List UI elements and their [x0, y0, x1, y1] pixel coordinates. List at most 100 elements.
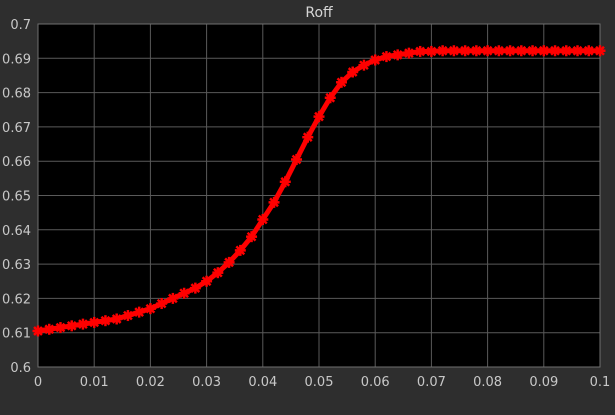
marker-stroke — [55, 322, 66, 333]
data-point — [369, 54, 381, 66]
y-tick-label: 0.7 — [10, 18, 31, 33]
data-point — [234, 244, 246, 256]
data-point — [54, 322, 66, 334]
data-point — [594, 45, 606, 57]
data-point — [347, 66, 359, 78]
data-point — [380, 51, 392, 63]
marker-stroke — [505, 45, 515, 56]
x-tick-label: 0.01 — [80, 375, 109, 390]
marker-stroke — [583, 45, 594, 56]
y-tick-label: 0.63 — [2, 258, 31, 273]
marker-stroke — [280, 176, 291, 187]
data-point — [403, 47, 415, 59]
data-point — [88, 316, 100, 328]
marker-stroke — [123, 310, 133, 321]
data-point — [77, 318, 89, 330]
marker-stroke — [347, 67, 358, 77]
data-point — [414, 45, 426, 57]
marker-stroke — [78, 319, 88, 329]
data-point — [437, 45, 449, 57]
x-tick-label: 0.08 — [473, 375, 502, 390]
x-tick-label: 0.09 — [529, 375, 558, 390]
marker-stroke — [595, 45, 605, 56]
x-tick-label: 0.07 — [417, 375, 446, 390]
data-point — [268, 196, 280, 208]
plot-frame — [37, 23, 601, 368]
data-point — [189, 282, 201, 294]
data-point — [482, 45, 494, 57]
data-point — [43, 323, 55, 335]
data-point — [167, 292, 179, 304]
data-point — [122, 310, 134, 322]
data-point — [99, 315, 111, 327]
marker-stroke — [212, 267, 223, 278]
x-tick-label: 0.06 — [361, 375, 390, 390]
marker-stroke — [257, 214, 268, 225]
data-point — [291, 153, 303, 165]
marker-stroke — [493, 45, 504, 56]
data-point — [392, 49, 404, 61]
chart-title: Roff — [305, 5, 333, 21]
data-point — [313, 111, 325, 123]
x-tick-label: 0.04 — [248, 375, 277, 390]
marker-stroke — [111, 314, 122, 324]
data-point — [583, 45, 595, 57]
marker-stroke — [235, 245, 246, 256]
data-point — [527, 45, 539, 57]
data-point — [324, 92, 336, 104]
marker-stroke — [201, 276, 212, 287]
marker-stroke — [561, 45, 572, 56]
y-tick-label: 0.69 — [2, 52, 31, 67]
marker-stroke — [415, 46, 426, 57]
data-point — [111, 313, 123, 325]
marker-stroke — [314, 111, 324, 122]
marker-stroke — [538, 45, 549, 56]
marker-stroke — [392, 50, 403, 60]
marker-stroke — [404, 48, 414, 58]
marker-stroke — [527, 45, 538, 56]
y-tick-label: 0.6 — [10, 361, 31, 376]
data-point — [459, 45, 471, 57]
marker-stroke — [449, 45, 459, 56]
marker-stroke — [550, 45, 560, 56]
data-point — [504, 45, 516, 57]
marker-stroke — [190, 283, 201, 293]
data-point — [493, 45, 505, 57]
data-point — [223, 256, 235, 268]
data-point — [538, 45, 550, 57]
y-tick-label: 0.65 — [2, 190, 31, 205]
data-point — [144, 303, 156, 315]
data-point — [515, 45, 527, 57]
data-point — [425, 45, 437, 57]
marker-stroke — [145, 303, 156, 314]
marker-stroke — [302, 132, 313, 143]
marker-stroke — [381, 51, 392, 62]
marker-stroke — [359, 60, 369, 71]
marker-stroke — [370, 55, 381, 65]
marker-stroke — [426, 46, 437, 57]
marker-stroke — [224, 257, 234, 268]
y-tick-label: 0.61 — [2, 327, 31, 342]
data-point — [470, 45, 482, 57]
marker-stroke — [33, 326, 43, 336]
x-tick-label: 0.03 — [192, 375, 221, 390]
data-point — [133, 306, 145, 318]
marker-stroke — [134, 307, 145, 317]
data-point — [156, 298, 168, 310]
x-tick-label: 0.1 — [590, 375, 611, 390]
y-tick-label: 0.62 — [2, 292, 31, 307]
marker-stroke — [336, 77, 347, 88]
y-tick-label: 0.67 — [2, 121, 31, 136]
data-point — [335, 76, 347, 88]
marker-stroke — [325, 92, 336, 103]
data-point — [212, 267, 224, 279]
marker-stroke — [471, 45, 482, 56]
marker-stroke — [44, 324, 55, 335]
data-point — [302, 131, 314, 143]
marker-stroke — [291, 154, 302, 165]
marker-stroke — [460, 45, 470, 56]
y-tick-label: 0.64 — [2, 224, 31, 239]
data-point — [257, 214, 269, 226]
